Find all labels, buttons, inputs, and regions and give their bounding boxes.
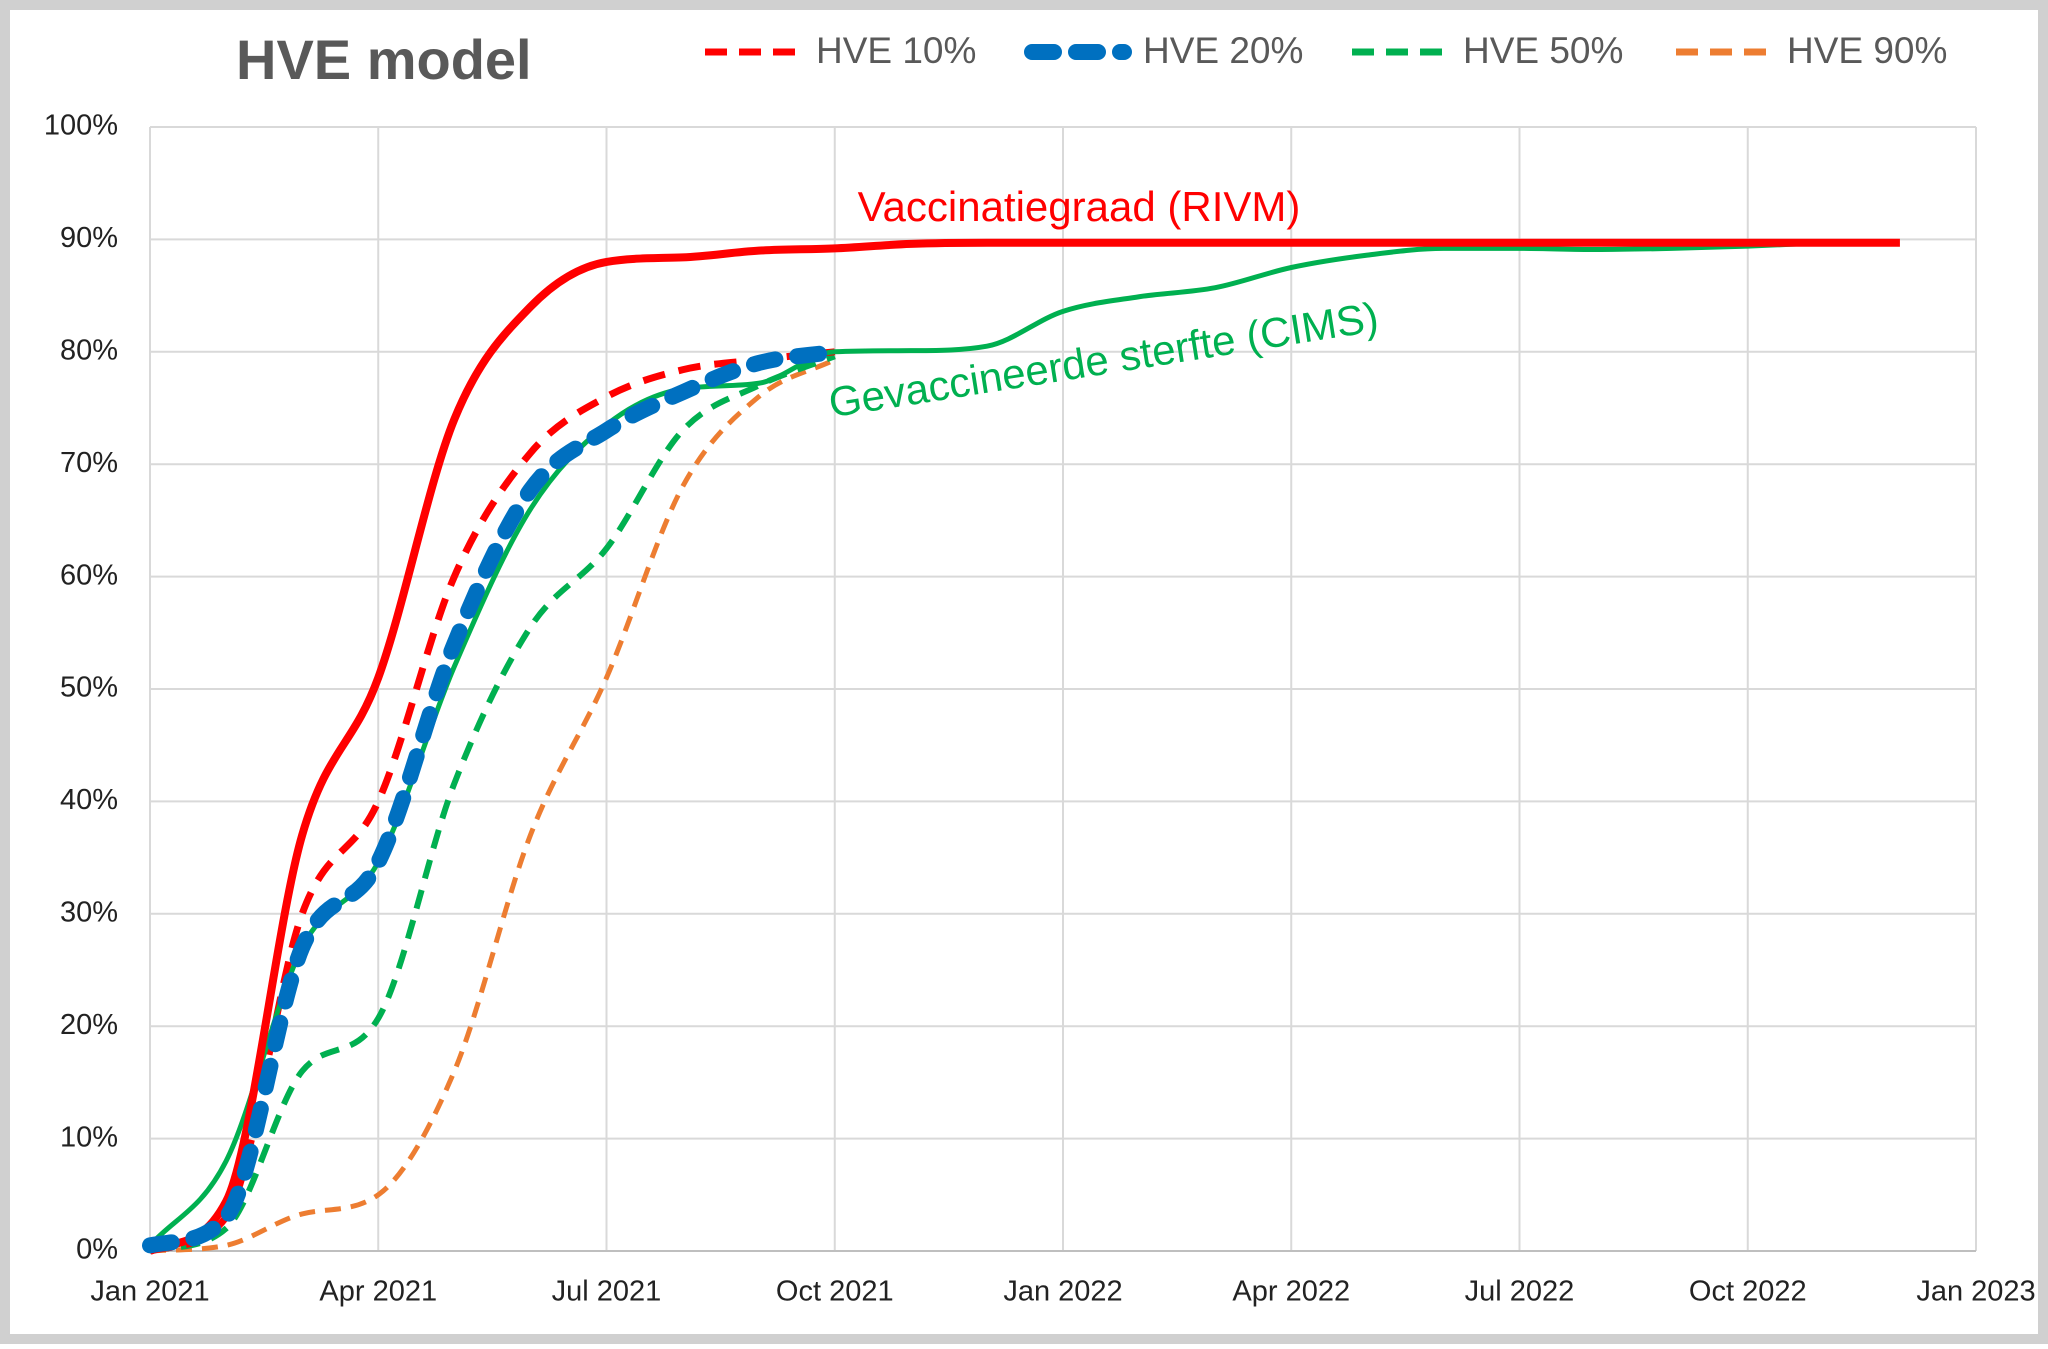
legend-label: HVE 50% <box>1463 30 1623 71</box>
x-tick-label: Jan 2021 <box>90 1276 209 1308</box>
chart-title: HVE model <box>236 28 532 91</box>
series-line <box>149 348 836 1255</box>
series-line <box>142 343 843 1254</box>
y-tick-label: 50% <box>60 672 118 704</box>
y-tick-label: 90% <box>60 222 118 254</box>
x-tick-label: Jul 2022 <box>1465 1276 1575 1308</box>
x-tick-label: Jan 2023 <box>1916 1276 2035 1308</box>
legend-label: HVE 90% <box>1787 30 1947 71</box>
legend-label: HVE 10% <box>816 30 976 71</box>
series-line <box>149 357 836 1254</box>
series-line <box>149 353 836 1254</box>
x-tick-label: Apr 2021 <box>319 1276 437 1308</box>
y-tick-label: 30% <box>60 896 118 928</box>
series-annotation: Vaccinatiegraad (RIVM) <box>858 183 1301 230</box>
y-tick-label: 80% <box>60 334 118 366</box>
y-tick-label: 0% <box>76 1234 118 1266</box>
x-tick-label: Oct 2022 <box>1689 1276 1807 1308</box>
x-tick-label: Jan 2022 <box>1003 1276 1122 1308</box>
y-tick-label: 60% <box>60 559 118 591</box>
legend-label: HVE 20% <box>1143 30 1303 71</box>
y-tick-label: 10% <box>60 1121 118 1153</box>
series-line <box>148 238 1900 1255</box>
y-tick-label: 100% <box>44 110 118 142</box>
chart-area <box>10 10 2038 1334</box>
y-tick-label: 70% <box>60 447 118 479</box>
y-tick-label: 20% <box>60 1009 118 1041</box>
y-tick-label: 40% <box>60 784 118 816</box>
grid <box>149 126 1977 1252</box>
x-tick-label: Oct 2021 <box>776 1276 894 1308</box>
plot <box>142 238 1900 1255</box>
x-tick-label: Apr 2022 <box>1232 1276 1350 1308</box>
x-tick-label: Jul 2021 <box>552 1276 662 1308</box>
